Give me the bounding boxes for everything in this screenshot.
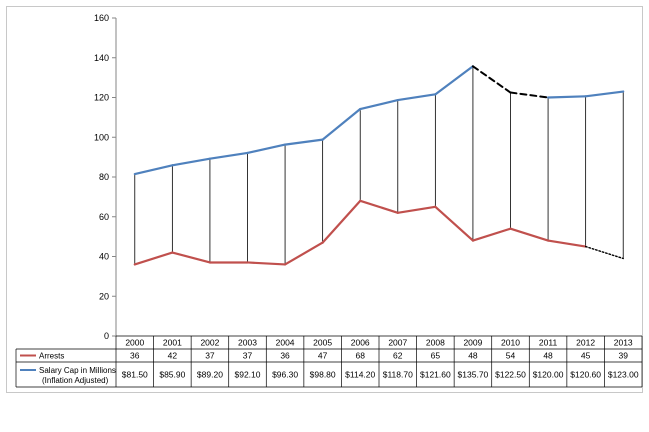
salary-cap-segment-2004-2005 [283,138,324,146]
salary-cap-value-2006: $114.20 [345,370,375,380]
category-label-2009: 2009 [463,338,482,348]
category-label-2000: 2000 [125,338,144,348]
y-tick-label-40: 40 [99,252,109,262]
salary-cap-value-2002: $89.20 [197,370,223,380]
axes-group: 0 20 40 60 80 100 120 140 160 [94,13,117,341]
arrests-segment-2010-2011 [509,227,550,242]
arrests-segment-2008-2009 [434,205,475,242]
arrests-segment-2012-2013 [584,245,624,260]
salary-cap-segment-2001-2002 [171,157,212,167]
category-label-2008: 2008 [426,338,445,348]
category-label-2010: 2010 [501,338,520,348]
salary-cap-legend-label-line2: (Inflation Adjusted) [42,376,109,385]
y-tick-label-160: 160 [94,13,109,23]
arrests-value-2011: 48 [543,351,553,361]
y-tick-label-100: 100 [94,132,109,142]
arrests-value-2009: 48 [468,351,478,361]
arrests-value-2001: 42 [168,351,178,361]
chart-frame [6,6,643,393]
salary-cap-segment-2012-2013 [584,90,625,98]
salary-cap-value-2005: $98.80 [310,370,336,380]
arrests-value-2004: 36 [280,351,290,361]
series-group [133,65,625,266]
arrests-segment-2011-2012 [546,239,587,248]
arrests-value-2008: 65 [431,351,441,361]
y-tick-label-140: 140 [94,53,109,63]
arrests-value-2012: 45 [581,351,591,361]
arrests-segment-2004-2005 [283,241,324,266]
arrests-segment-2003-2004 [246,261,287,266]
y-tick-label-20: 20 [99,291,109,301]
arrests-value-2013: 39 [618,351,628,361]
salary-cap-segment-2000-2001 [133,164,174,176]
data-table: 2000 2001 2002 2003 2004 2005 2006 2007 2008 2009… [15,335,643,388]
arrests-value-2000: 36 [130,351,140,361]
category-label-2007: 2007 [388,338,407,348]
arrests-value-2002: 37 [205,351,215,361]
drop-lines-group [134,66,624,265]
salary-cap-value-2007: $118.70 [383,370,413,380]
category-label-2005: 2005 [313,338,332,348]
salary-cap-value-2009: $135.70 [458,370,489,380]
category-label-2002: 2002 [200,338,219,348]
salary-cap-segment-2002-2003 [208,151,249,160]
arrests-segment-2007-2008 [396,205,437,214]
salary-cap-legend-label-line1: Salary Cap in Millions [39,366,116,375]
arrests-legend-label: Arrests [39,352,64,361]
salary-cap-segment-2008-2009 [434,65,475,96]
salary-cap-value-2000: $81.50 [122,370,148,380]
arrests-segment-2001-2002 [171,251,212,264]
salary-cap-value-2008: $121.60 [420,370,451,380]
category-label-2001: 2001 [163,338,182,348]
arrests-value-2003: 37 [243,351,253,361]
category-label-2013: 2013 [614,338,633,348]
salary-cap-segment-2006-2007 [359,98,399,111]
category-label-2003: 2003 [238,338,257,348]
salary-cap-segment-2007-2008 [396,93,437,102]
category-label-2012: 2012 [576,338,595,348]
y-tick-label-0: 0 [104,331,109,341]
salary-cap-segment-2005-2006 [321,107,362,141]
salary-cap-segment-2009-2010 [471,65,512,94]
category-label-2004: 2004 [276,338,295,348]
category-label-2006: 2006 [351,338,370,348]
y-tick-label-80: 80 [99,172,109,182]
arrests-segment-2009-2010 [471,227,512,242]
arrests-value-2010: 54 [506,351,516,361]
salary-cap-value-2004: $96.30 [272,370,298,380]
y-tick-label-60: 60 [99,212,109,222]
y-tick-label-120: 120 [94,93,109,103]
arrests-segment-2000-2001 [133,251,174,266]
salary-cap-value-2001: $85.90 [159,370,185,380]
arrests-value-2007: 62 [393,351,403,361]
salary-cap-segment-2003-2004 [246,143,287,155]
arrests-segment-2006-2007 [359,199,399,214]
salary-cap-value-2010: $122.50 [495,370,526,380]
arrests-value-2005: 47 [318,351,328,361]
salary-cap-segment-2010-2011 [509,91,550,99]
arrests-segment-2005-2006 [321,199,362,244]
salary-cap-value-2013: $123.00 [608,370,639,380]
salary-cap-value-2011: $120.00 [533,370,564,380]
salary-cap-segment-2011-2012 [546,95,587,99]
salary-cap-value-2012: $120.60 [570,370,601,380]
category-label-2011: 2011 [539,338,558,348]
salary-cap-value-2003: $92.10 [235,370,261,380]
arrests-value-2006: 68 [355,351,365,361]
